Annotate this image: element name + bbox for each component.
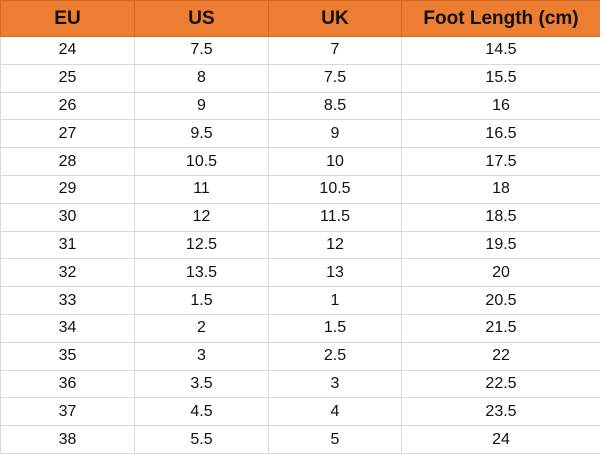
cell-uk: 2.5 <box>269 342 402 370</box>
cell-foot-length: 20 <box>402 259 600 287</box>
cell-eu: 30 <box>1 203 135 231</box>
cell-us: 7.5 <box>135 37 269 65</box>
cell-foot-length: 19.5 <box>402 231 600 259</box>
cell-uk: 10 <box>269 148 402 176</box>
cell-us: 9 <box>135 92 269 120</box>
cell-uk: 7.5 <box>269 64 402 92</box>
cell-foot-length: 23.5 <box>402 398 600 426</box>
cell-foot-length: 18.5 <box>402 203 600 231</box>
cell-eu: 34 <box>1 314 135 342</box>
cell-us: 5.5 <box>135 426 269 454</box>
cell-us: 8 <box>135 64 269 92</box>
cell-eu: 36 <box>1 370 135 398</box>
header-eu: EU <box>1 1 135 37</box>
cell-eu: 31 <box>1 231 135 259</box>
cell-foot-length: 16 <box>402 92 600 120</box>
cell-us: 13.5 <box>135 259 269 287</box>
cell-foot-length: 22 <box>402 342 600 370</box>
cell-uk: 5 <box>269 426 402 454</box>
cell-uk: 3 <box>269 370 402 398</box>
cell-uk: 13 <box>269 259 402 287</box>
cell-eu: 29 <box>1 175 135 203</box>
cell-eu: 33 <box>1 287 135 315</box>
cell-uk: 9 <box>269 120 402 148</box>
cell-us: 12.5 <box>135 231 269 259</box>
cell-uk: 1.5 <box>269 314 402 342</box>
cell-us: 2 <box>135 314 269 342</box>
cell-us: 3.5 <box>135 370 269 398</box>
cell-us: 4.5 <box>135 398 269 426</box>
cell-uk: 12 <box>269 231 402 259</box>
cell-foot-length: 22.5 <box>402 370 600 398</box>
cell-us: 1.5 <box>135 287 269 315</box>
cell-eu: 35 <box>1 342 135 370</box>
header-uk: UK <box>269 1 402 37</box>
cell-foot-length: 16.5 <box>402 120 600 148</box>
header-row: EU US UK Foot Length (cm) <box>1 1 600 37</box>
cell-uk: 7 <box>269 37 402 65</box>
cell-uk: 8.5 <box>269 92 402 120</box>
cell-eu: 25 <box>1 64 135 92</box>
cell-us: 12 <box>135 203 269 231</box>
cell-eu: 28 <box>1 148 135 176</box>
cell-uk: 11.5 <box>269 203 402 231</box>
cell-uk: 4 <box>269 398 402 426</box>
cell-foot-length: 20.5 <box>402 287 600 315</box>
cell-foot-length: 15.5 <box>402 64 600 92</box>
cell-us: 3 <box>135 342 269 370</box>
cell-foot-length: 14.5 <box>402 37 600 65</box>
cell-eu: 26 <box>1 92 135 120</box>
cell-eu: 24 <box>1 37 135 65</box>
cell-uk: 10.5 <box>269 175 402 203</box>
cell-eu: 27 <box>1 120 135 148</box>
cell-us: 9.5 <box>135 120 269 148</box>
cell-foot-length: 21.5 <box>402 314 600 342</box>
cell-uk: 1 <box>269 287 402 315</box>
cell-us: 10.5 <box>135 148 269 176</box>
cell-eu: 37 <box>1 398 135 426</box>
cell-foot-length: 24 <box>402 426 600 454</box>
cell-us: 11 <box>135 175 269 203</box>
cell-foot-length: 18 <box>402 175 600 203</box>
cell-eu: 38 <box>1 426 135 454</box>
header-us: US <box>135 1 269 37</box>
header-foot-length: Foot Length (cm) <box>402 1 600 37</box>
cell-eu: 32 <box>1 259 135 287</box>
cell-foot-length: 17.5 <box>402 148 600 176</box>
